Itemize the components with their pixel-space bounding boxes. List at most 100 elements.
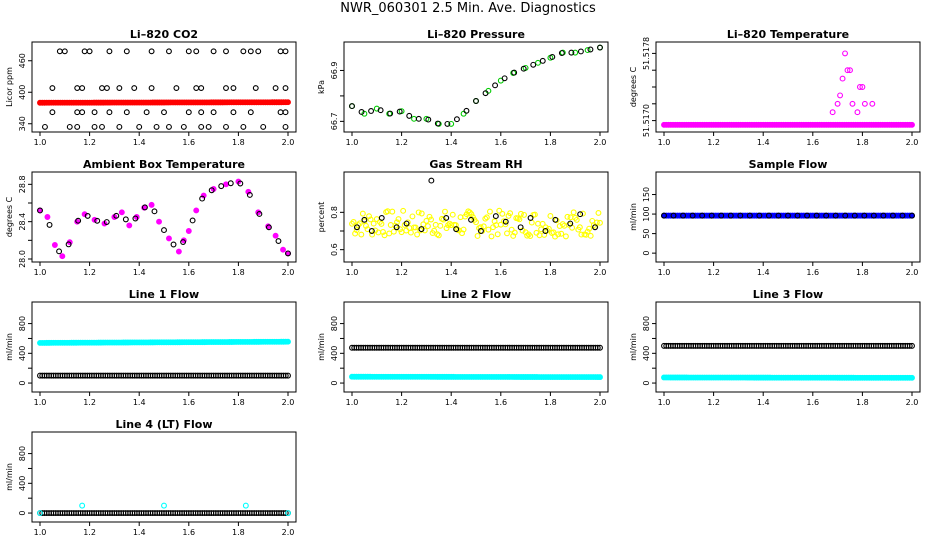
series-line-4-spikes	[37, 502, 291, 517]
chart-line-4-flow: Line 4 (LT) Flow 1.0 1.2 1.4 1.6 1.8 2.0 0 400 80…	[5, 418, 297, 537]
x-tick-label: 2.0	[282, 528, 295, 537]
data-point	[517, 224, 524, 231]
series-temperature	[37, 178, 291, 260]
x-tick-label: 1.8	[544, 398, 557, 407]
data-point	[834, 100, 841, 107]
data-point	[123, 48, 130, 55]
overlay-point	[132, 215, 139, 222]
overlay-point	[37, 207, 43, 214]
x-tick-label: 1.2	[83, 528, 96, 537]
overlay-point	[56, 248, 63, 255]
x-tick-label: 1.8	[856, 398, 869, 407]
data-point	[180, 123, 187, 130]
data-point	[511, 229, 518, 236]
data-point	[496, 207, 503, 214]
data-point	[558, 230, 565, 237]
y-tick-label: 400	[18, 346, 27, 361]
y-tick-label: 800	[330, 316, 339, 331]
overlay-point	[880, 212, 887, 219]
data-point	[282, 510, 289, 517]
y-tick-label: 0	[642, 381, 651, 386]
data-point	[356, 220, 363, 227]
data-point	[562, 233, 569, 240]
data-point	[260, 123, 267, 130]
data-point	[856, 84, 863, 90]
plot-frame	[343, 301, 609, 393]
data-point	[906, 342, 913, 349]
chart-li820-co2: Li–820 CO2 1.0 1.2 1.4 1.6 1.8 2.0 340 400 460 Lic…	[5, 28, 297, 147]
overlay-point	[453, 116, 460, 123]
data-point	[285, 338, 291, 345]
series-calibration-low	[42, 123, 289, 130]
overlay-point	[170, 241, 177, 248]
data-point	[79, 109, 86, 116]
data-point	[597, 344, 603, 351]
data-point	[829, 109, 836, 116]
data-point	[74, 85, 81, 92]
data-point	[404, 219, 411, 226]
data-point	[521, 211, 527, 218]
x-tick-label: 1.2	[395, 398, 408, 407]
data-point	[859, 84, 866, 90]
plot-frame	[31, 171, 297, 263]
data-point	[350, 218, 357, 225]
data-point	[577, 211, 584, 218]
data-point	[837, 92, 844, 99]
y-tick-label: 400	[18, 85, 27, 100]
plot-frame	[655, 301, 921, 393]
y-tick-label: 51.5170	[642, 104, 651, 137]
x-tick-label: 1.6	[182, 138, 195, 147]
data-point	[527, 214, 534, 221]
overlay-point	[246, 192, 253, 198]
overlay-point	[434, 120, 441, 127]
series-line-3-upper	[661, 342, 915, 349]
plot-frame	[343, 41, 609, 133]
overlay-point	[699, 212, 706, 219]
y-tick-label: 0	[330, 381, 339, 386]
y-tick-label: 800	[18, 316, 27, 331]
data-point	[277, 48, 284, 55]
overlay-point	[587, 46, 594, 53]
data-point	[282, 109, 289, 116]
overlay-point	[218, 183, 225, 190]
overlay-point	[823, 212, 830, 219]
data-point	[552, 216, 559, 223]
x-tick-label: 1.2	[707, 398, 720, 407]
overlay-point	[482, 90, 489, 97]
overlay-point	[358, 109, 365, 115]
data-point	[161, 502, 167, 509]
chart-title: Line 2 Flow	[441, 288, 511, 301]
data-point	[547, 212, 554, 219]
y-axis-label: ml/min	[5, 333, 14, 361]
data-point	[42, 123, 48, 130]
data-point	[153, 123, 160, 130]
overlay-point	[889, 212, 896, 219]
series-line-2-lower	[349, 373, 603, 381]
data-point	[380, 229, 386, 235]
chart-gas-stream-rh: Gas Stream RH 1.0 1.2 1.4 1.6 1.8 2.0 0.6 0.8 per…	[317, 158, 609, 277]
data-point	[847, 67, 853, 74]
overlay-point	[737, 212, 744, 219]
data-point	[56, 48, 63, 55]
data-point	[156, 218, 162, 225]
data-point	[359, 210, 366, 217]
data-point	[99, 85, 105, 92]
data-point	[457, 214, 464, 221]
data-point	[282, 123, 289, 130]
data-point	[555, 231, 562, 238]
overlay-point	[94, 217, 101, 224]
chart-line-1-flow: Line 1 Flow 1.0 1.2 1.4 1.6 1.8 2.0 0 400 800 ml/m…	[5, 288, 297, 407]
data-point	[230, 109, 237, 116]
data-point	[285, 372, 291, 379]
x-tick-label: 2.0	[282, 138, 295, 147]
overlay-point	[265, 224, 272, 231]
overlay-point	[501, 75, 508, 82]
chart-title: Li–820 Pressure	[427, 28, 525, 41]
chart-title: Gas Stream RH	[429, 158, 522, 171]
data-point	[508, 226, 515, 233]
overlay-point	[103, 219, 110, 225]
data-point	[161, 109, 167, 116]
data-point	[118, 209, 125, 216]
y-tick-label: 0.6	[330, 243, 339, 256]
